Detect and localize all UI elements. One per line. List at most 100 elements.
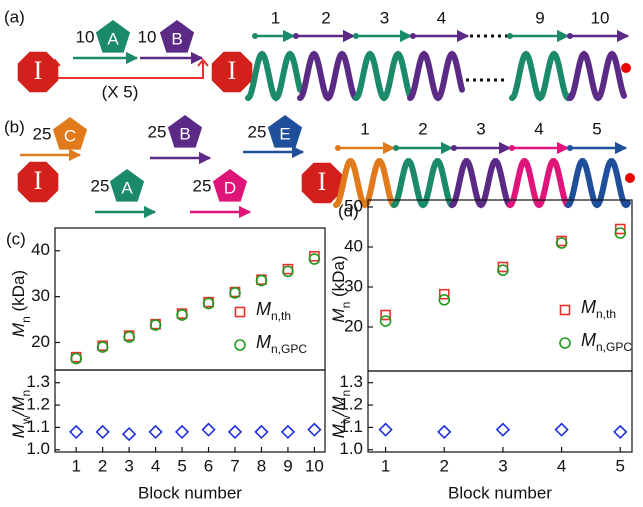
marker-diamond	[280, 424, 296, 440]
marker-circle	[379, 315, 392, 327]
block-node	[293, 33, 299, 39]
x-tick-label: 4	[151, 456, 160, 475]
block-number: 9	[535, 8, 544, 27]
legend-label: Mn,th	[581, 297, 616, 321]
repeat-bracket	[49, 58, 209, 79]
monomer-label: C	[64, 126, 76, 145]
initiator-label: I	[34, 56, 43, 85]
label-part: w	[19, 415, 33, 425]
marker-square	[309, 250, 320, 262]
x-axis-label: Block number	[448, 483, 552, 502]
monomer-label: B	[179, 124, 190, 143]
label-part: n,GPC	[596, 340, 632, 354]
x-tick-label: 1	[71, 456, 80, 475]
legend-marker	[234, 339, 246, 351]
marker-circle	[255, 274, 268, 287]
initiator-label: I	[318, 167, 327, 196]
initiator-label: I	[34, 166, 43, 195]
x-axis-label: Block number	[138, 483, 242, 502]
monomer-count: 10	[76, 27, 95, 46]
y-axis-label: Mn (kDa)	[329, 255, 353, 322]
legend-marker	[234, 306, 246, 318]
block-number: 5	[592, 119, 601, 138]
marker-diamond	[378, 422, 393, 437]
helix-segment	[449, 158, 515, 209]
marker-circle	[123, 331, 135, 343]
initiator-label: I	[228, 56, 237, 85]
block-node	[451, 145, 457, 151]
monomer-label: A	[107, 29, 119, 48]
monomer-label: B	[171, 29, 182, 48]
legend-label: Mn,GPC	[581, 330, 632, 354]
block-number: 1	[271, 8, 280, 27]
block-number: 4	[534, 119, 543, 138]
y-axis-label: Mw/Mn	[9, 390, 33, 438]
block-number: 2	[418, 119, 427, 138]
y-tick-label: 30	[31, 286, 50, 305]
block-node	[393, 145, 399, 151]
panel-label: (d)	[338, 201, 359, 220]
marker-diamond	[254, 424, 269, 440]
label-part: M	[329, 308, 348, 323]
monomer-count: 25	[248, 122, 267, 141]
marker-circle	[555, 237, 568, 249]
helix-segment	[509, 50, 573, 102]
monomer	[267, 115, 303, 148]
repeat-label: (X 5)	[102, 82, 139, 101]
marker-circle	[438, 293, 451, 306]
x-tick-label: 1	[381, 456, 390, 475]
plot-frame	[367, 370, 633, 453]
label-part: w	[339, 415, 353, 425]
label-part: M	[256, 299, 271, 319]
y-axis-label: Mw/Mn	[329, 390, 353, 438]
x-tick-label: 9	[283, 456, 292, 475]
legend-label: Mn,th	[256, 299, 291, 323]
marker-diamond	[437, 424, 452, 440]
monomer	[95, 20, 131, 53]
panel-label: (b)	[4, 117, 25, 136]
helix-segment	[567, 50, 627, 102]
marker-circle	[614, 227, 627, 239]
label-part: n	[339, 390, 353, 397]
label-part: n,th	[271, 309, 291, 323]
monomer	[212, 169, 248, 202]
y-axis-label: Mn (kDa)	[9, 270, 33, 337]
monomer	[167, 115, 203, 148]
marker-circle	[202, 297, 215, 310]
block-node	[410, 33, 416, 39]
monomer	[52, 117, 88, 150]
x-tick-label: 10	[305, 456, 324, 475]
label-part: M	[256, 332, 271, 352]
block-node	[507, 33, 513, 39]
x-tick-label: 5	[177, 456, 186, 475]
marker-circle	[96, 341, 109, 353]
initiator	[301, 162, 343, 204]
helix-segment	[353, 50, 413, 102]
x-tick-label: 7	[230, 456, 239, 475]
y-tick-label: 1.3	[26, 372, 50, 391]
helix-segment	[507, 158, 573, 209]
block-number: 10	[591, 8, 610, 27]
helix-segment	[245, 50, 303, 102]
monomer-count: 25	[148, 122, 167, 141]
y-tick-label: 1.2	[339, 395, 363, 414]
marker-diamond	[307, 422, 322, 437]
helix-segment	[297, 50, 359, 102]
marker-diamond	[95, 424, 110, 440]
legend-label: Mn,GPC	[256, 332, 307, 356]
marker-diamond	[174, 424, 190, 440]
block-node	[509, 145, 515, 151]
helix-segment	[333, 158, 399, 209]
label-part: (kDa)	[9, 270, 28, 316]
block-node	[335, 145, 341, 151]
label-part: n	[339, 302, 353, 309]
label-part: M	[329, 423, 348, 438]
marker-square	[438, 288, 450, 300]
block-node	[353, 33, 359, 39]
marker-circle	[497, 264, 509, 277]
monomer	[109, 169, 145, 202]
y-tick-label: 40	[344, 236, 363, 255]
marker-circle	[176, 309, 188, 321]
label-part: /M	[329, 396, 348, 417]
